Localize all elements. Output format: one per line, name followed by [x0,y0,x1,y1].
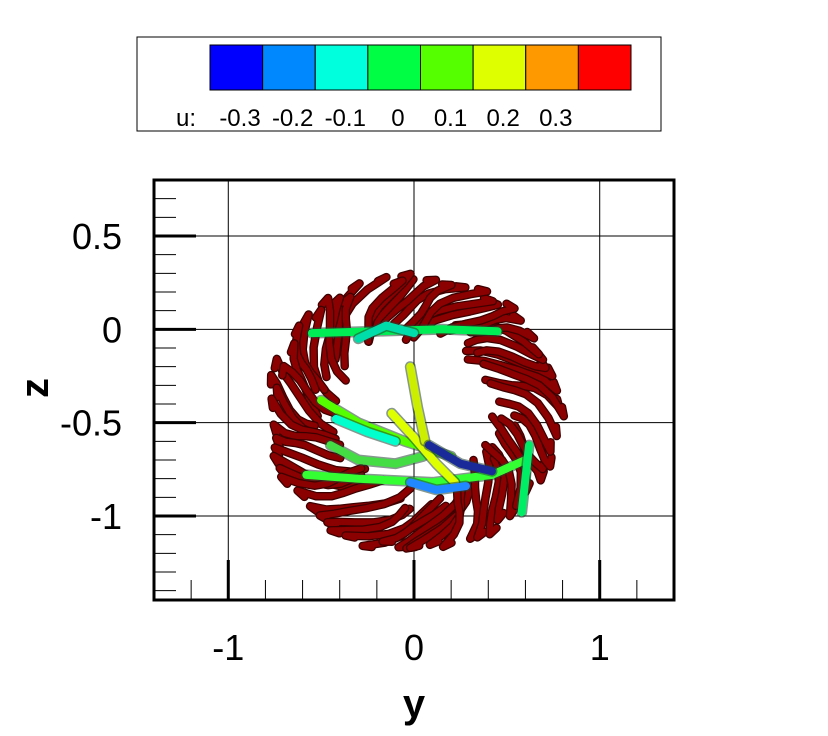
legend-swatch [262,44,316,91]
legend-level-label: -0.1 [325,105,366,132]
legend-swatch [314,44,369,91]
legend-level-label: 0.3 [539,105,572,132]
streamtube [372,276,439,335]
inner-streamtube [332,414,400,446]
streamtube [391,283,469,327]
legend-level-label: -0.2 [272,105,313,132]
streamtube [482,442,518,520]
streamtube [465,335,546,363]
streamtube [271,355,337,435]
x-tick-label: -1 [212,627,244,668]
y-tick-labels: 0.5 0 -0.5 -1 [60,216,122,537]
legend-swatch [209,44,264,91]
legend-level-label: -0.3 [219,105,260,132]
inner-streamtube [406,362,430,446]
legend-swatch [577,44,632,91]
x-axis-label: y [403,682,426,726]
streamtube [379,502,449,545]
streamtube [332,280,363,363]
streamtube [440,478,463,550]
streamtube [480,360,567,420]
legend-swatch [525,44,579,91]
x-tick-label: 1 [590,627,610,668]
inner-streamtube [406,478,470,494]
legend-level-label: 0 [391,105,404,132]
streamtube [270,421,343,448]
legend-level-label: 0.2 [486,105,519,132]
legend-swatch [367,44,421,91]
y-tick-label: -0.5 [60,403,122,444]
streamtube [395,489,466,551]
streamtube [401,281,455,334]
streamtube [316,485,414,524]
streamtube [365,277,406,336]
legend-swatches [209,44,632,91]
inner-streamtube [387,409,459,487]
inner-streamtube [354,321,418,343]
inner-streamtube [302,456,530,487]
streamtube [294,477,387,500]
y-tick-label: -1 [90,496,122,537]
legend-level-label: 0.1 [434,105,467,132]
streamtube [511,412,555,470]
y-tick-label: 0 [102,309,122,350]
inner-streamtube [517,441,534,517]
legend-variable-label: u: [176,105,196,132]
x-tick-label: 0 [404,627,424,668]
plot-area [152,178,676,602]
plot-frame [152,178,676,602]
streamtube [340,293,354,370]
y-tick-label: 0.5 [72,216,122,257]
legend-labels: -0.3 -0.2 -0.1 0 0.1 0.2 0.3 [219,105,572,132]
streamtube [273,434,344,462]
x-tick-labels: -1 0 1 [212,627,609,668]
color-legend: -0.3 -0.2 -0.1 0 0.1 0.2 0.3 u: [136,36,662,132]
legend-swatch [420,44,474,91]
streamtube [496,398,554,455]
legend-swatch [472,44,527,91]
streamtube [327,505,409,537]
inner-streamtube [424,441,496,476]
inner-streamtube [326,441,428,468]
streamtube [407,475,474,551]
streamtube [487,380,560,439]
streamtube [279,363,339,417]
streamtube [474,347,549,371]
streamtube [418,286,490,333]
axis-ticks [154,198,638,600]
inner-streamtubes [300,320,535,518]
streamtube [268,395,339,442]
streamtube [299,311,328,393]
y-axis-label: z [13,378,57,398]
streamtube [292,322,319,393]
